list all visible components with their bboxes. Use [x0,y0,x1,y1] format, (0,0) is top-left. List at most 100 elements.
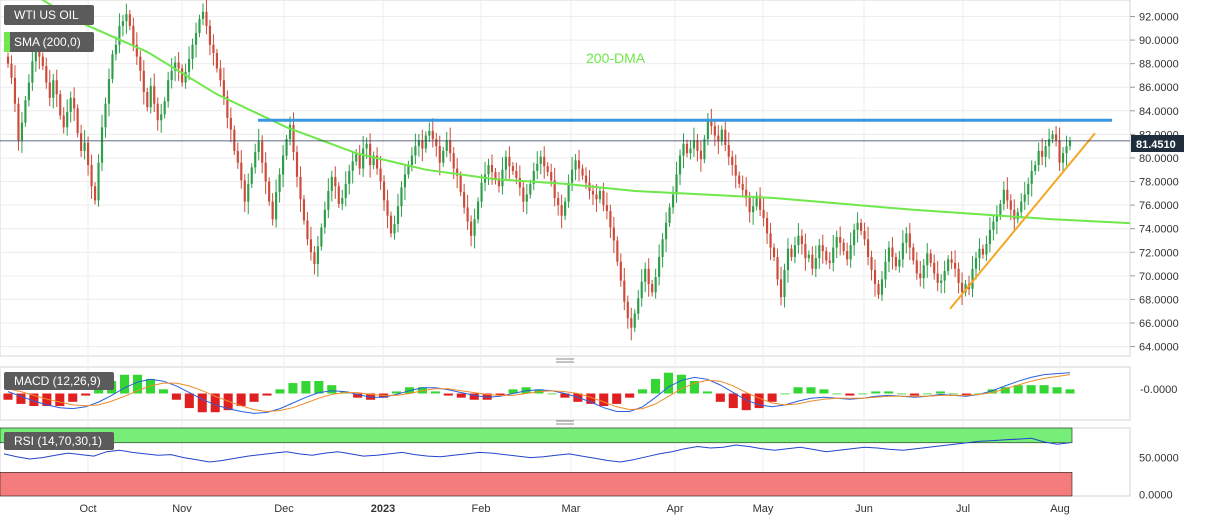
x-tick-label: Oct [79,503,96,515]
macd-bar [780,393,790,395]
candle [396,193,400,233]
sma-color-swatch [4,32,10,52]
candle [731,150,734,176]
candle [271,193,274,226]
candle [351,151,354,184]
y-tick-label: 86.0000 [1139,82,1179,94]
macd-bar [158,389,168,394]
candle [675,161,678,203]
candle [93,182,97,205]
candle [842,238,845,256]
candle [111,50,114,84]
candle [128,10,131,31]
candle [804,233,807,271]
candle [971,256,974,298]
candle [13,65,17,113]
candle [706,113,709,146]
macd-bar [806,387,816,394]
candle [564,197,567,220]
y-tick-label: 70.0000 [1139,271,1179,283]
candle [776,248,779,286]
candle [104,97,107,138]
candle [769,222,772,261]
candle [685,139,689,158]
y-tick-label: 68.0000 [1139,294,1179,306]
candle [832,234,835,272]
candle [48,69,51,107]
macd-bar [430,391,440,394]
candle [880,271,884,301]
candle [330,170,333,202]
candle [428,122,431,142]
macd-bar [482,393,492,400]
x-tick-label: Jul [956,503,970,515]
macd-chip[interactable] [4,372,114,390]
candle [421,129,424,162]
macd-bar [16,393,26,404]
candle [403,163,407,201]
candle [417,134,420,157]
candle [156,97,159,131]
macd-bar [845,393,855,396]
panel-splitter-1[interactable] [556,358,574,363]
candle [1041,138,1044,166]
x-tick-label: Aug [1050,503,1070,515]
rsi-line [3,437,1071,463]
candle [654,268,657,299]
candle [887,241,891,273]
candle [922,258,925,289]
macd-bar [987,389,997,394]
macd-bar [728,393,738,409]
candle [668,203,671,227]
candle [870,250,873,281]
candle [800,229,803,255]
x-tick-label: Jun [855,503,873,515]
candle [741,175,744,197]
candle [160,103,163,133]
candle [988,217,991,253]
candle [69,91,72,123]
candle [337,182,340,209]
macd-label: MACD (12,26,9) [14,374,101,388]
candle [1023,181,1026,210]
candle [449,127,452,162]
candle [873,259,877,297]
y-tick-label: 72.0000 [1139,247,1179,259]
macd-bar [754,393,764,409]
macd-bar [94,387,104,394]
candle [943,260,946,294]
macd-bar [236,393,246,406]
x-tick-label: Dec [274,503,294,515]
candle [466,194,469,230]
macd-bar [547,393,557,395]
y-tick-label: 80.0000 [1139,153,1179,165]
candle [31,48,34,91]
candle [240,150,243,189]
candle [995,205,998,235]
candle [772,243,776,262]
rsi-chip[interactable] [4,432,114,450]
candle [619,253,622,287]
candle [678,149,682,185]
macd-bar [223,393,233,411]
candle [525,184,528,215]
candle [316,235,319,277]
candle [651,279,654,297]
candle [146,87,149,112]
candle [1034,160,1037,176]
candle [236,142,239,169]
candle [933,254,936,280]
candle [661,233,664,268]
candle [1037,142,1040,172]
main-panel [0,0,1131,357]
panel-splitter-2[interactable] [556,420,574,425]
macd-bar [910,393,920,396]
macd-bar [858,393,868,395]
candle [281,145,285,188]
macd-bar [560,393,570,398]
candle [765,211,769,244]
candle [470,215,473,247]
sma-chip[interactable] [4,32,94,52]
candle [926,242,929,278]
symbol-chip[interactable] [4,5,94,25]
